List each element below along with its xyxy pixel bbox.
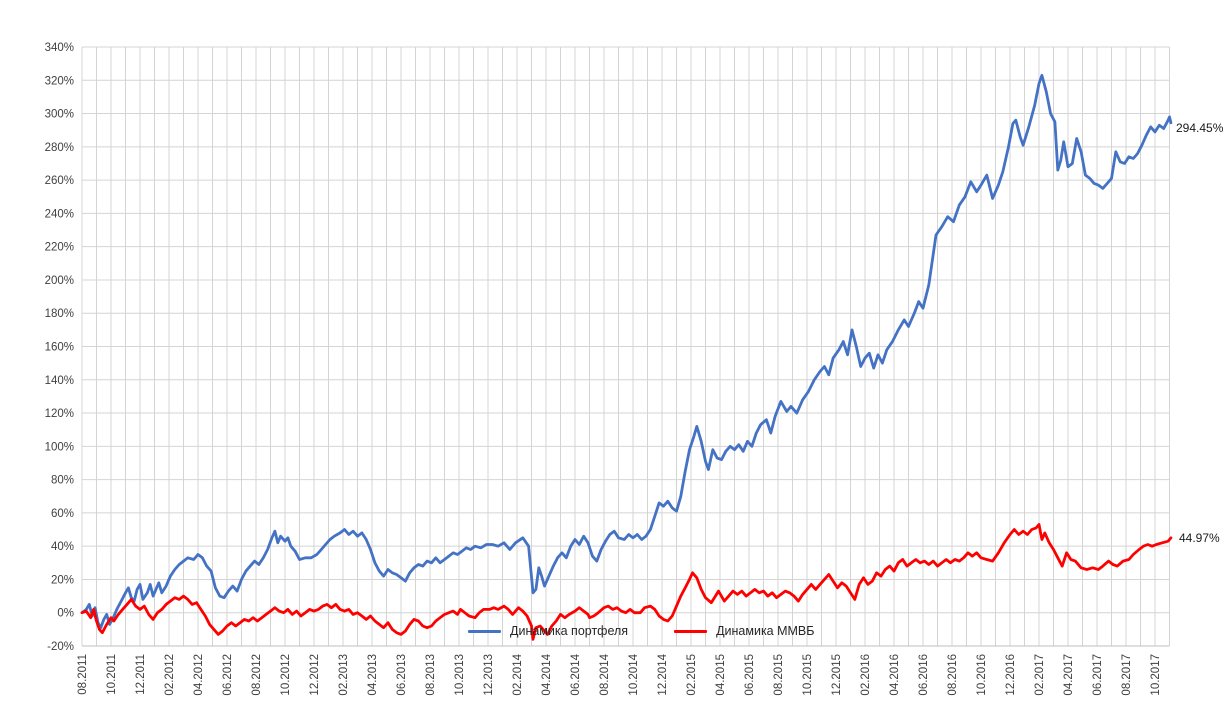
y-tick-label: 100%: [45, 441, 74, 453]
portfolio-series-line: [80, 73, 1173, 630]
x-tick-label: 04.2015: [715, 654, 727, 696]
y-tick-label: 200%: [45, 275, 74, 287]
y-tick-label: 220%: [45, 242, 74, 254]
legend-label-micex: Динамика ММВБ: [716, 624, 815, 638]
x-tick-label: 02.2017: [1034, 654, 1046, 696]
legend-item-micex: Динамика ММВБ: [674, 624, 814, 638]
x-tick-label: 10.2014: [628, 653, 640, 695]
x-tick-label: 10.2017: [1150, 654, 1162, 696]
legend-item-portfolio: Динамика портфеля: [468, 624, 628, 638]
x-tick-label: 04.2017: [1063, 654, 1075, 696]
y-tick-label: 320%: [45, 75, 74, 87]
x-tick-label: 02.2013: [338, 654, 350, 696]
legend-label-portfolio: Динамика портфеля: [510, 624, 629, 638]
x-tick-label: 08.2013: [425, 654, 437, 696]
x-tick-label: 08.2016: [947, 654, 959, 696]
y-tick-label: 140%: [45, 375, 74, 387]
micex-line-swatch-icon: [674, 629, 708, 633]
x-tick-label: 08.2015: [773, 654, 785, 696]
x-tick-label: 10.2011: [106, 654, 118, 695]
x-tick-label: 06.2013: [396, 654, 408, 696]
x-tick-label: 12.2015: [831, 654, 843, 696]
x-tick-label: 10.2015: [802, 654, 814, 696]
x-tick-label: 10.2016: [976, 654, 988, 696]
x-tick-label: 12.2016: [1005, 654, 1017, 696]
x-axis-tick-labels: 08.2011 10.2011 12.2011 02.2012 04.2012 06.20…: [77, 653, 1162, 695]
y-tick-label: 40%: [51, 541, 74, 553]
x-tick-label: 06.2014: [570, 653, 582, 695]
x-tick-label: 10.2013: [454, 654, 466, 696]
x-tick-label: 10.2012: [280, 654, 292, 696]
y-tick-label: 80%: [51, 475, 74, 487]
y-tick-label: 260%: [45, 175, 74, 187]
y-tick-label: 160%: [45, 342, 74, 354]
y-tick-label: 180%: [45, 308, 74, 320]
y-tick-label: 120%: [45, 408, 74, 420]
y-tick-label: 240%: [45, 208, 74, 220]
x-tick-label: 06.2015: [744, 654, 756, 696]
x-tick-label: 12.2014: [657, 653, 669, 695]
y-axis-tick-labels: 340% 320% 300% 280% 260% 240% 220% 200% 180% 160%…: [45, 42, 74, 653]
y-tick-label: 0%: [57, 608, 74, 620]
y-tick-label: 20%: [51, 574, 74, 586]
x-tick-label: 06.2016: [918, 654, 930, 696]
y-tick-label: -20%: [47, 641, 74, 653]
micex-end-value-label: 44.97%: [1179, 531, 1220, 545]
x-tick-label: 02.2016: [860, 654, 872, 696]
x-tick-label: 08.2017: [1121, 654, 1133, 696]
x-tick-label: 02.2015: [686, 654, 698, 696]
x-tick-label: 06.2017: [1092, 654, 1104, 696]
y-tick-label: 280%: [45, 142, 74, 154]
micex-series-line: [80, 523, 1173, 641]
x-tick-label: 08.2014: [599, 653, 611, 695]
x-tick-label: 04.2014: [541, 653, 553, 695]
legend: Динамика портфеля Динамика ММВБ: [468, 624, 814, 638]
y-tick-label: 60%: [51, 508, 74, 520]
portfolio-line-swatch-icon: [468, 629, 501, 633]
portfolio-end-value-label: 294.45%: [1176, 121, 1224, 135]
horizontal-gridlines: [82, 46, 1170, 647]
x-tick-label: 04.2013: [367, 654, 379, 696]
x-tick-label: 12.2013: [483, 654, 495, 696]
y-tick-label: 340%: [45, 42, 74, 54]
x-tick-label: 06.2012: [222, 654, 234, 696]
x-tick-label: 04.2016: [889, 654, 901, 696]
x-tick-label: 02.2012: [164, 654, 176, 696]
y-tick-label: 300%: [45, 109, 74, 121]
x-tick-label: 08.2012: [251, 654, 263, 696]
x-tick-label: 12.2011: [135, 654, 147, 695]
x-tick-label: 08.2011: [77, 654, 89, 695]
x-tick-label: 04.2012: [193, 654, 205, 696]
x-tick-label: 02.2014: [512, 653, 524, 695]
x-tick-label: 12.2012: [309, 654, 321, 696]
